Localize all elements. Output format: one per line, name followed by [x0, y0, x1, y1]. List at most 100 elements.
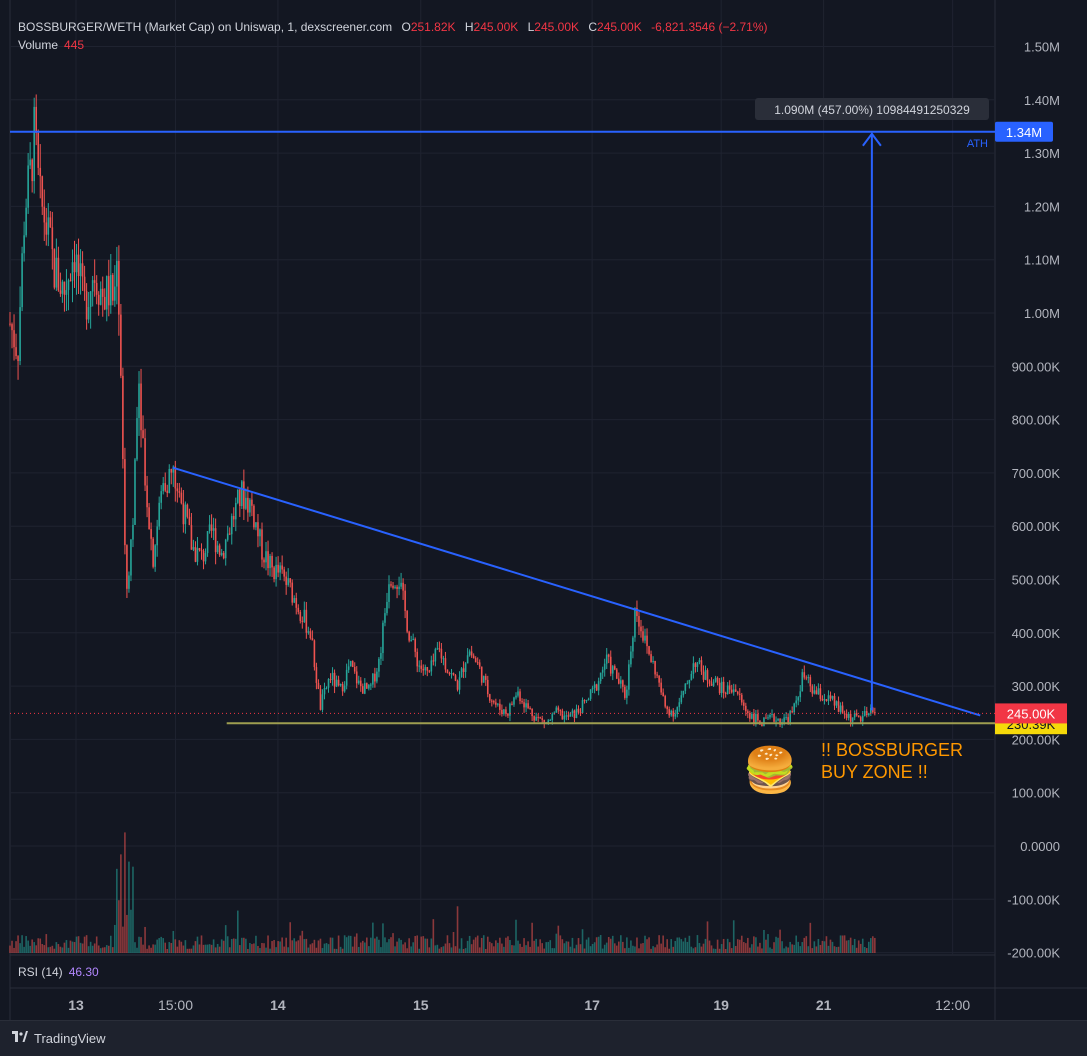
- volume-bar: [170, 942, 173, 953]
- candle-body: [366, 683, 368, 689]
- candle-body: [718, 682, 721, 694]
- rsi-legend[interactable]: RSI (14) 46.30: [18, 965, 99, 979]
- candle-body: [386, 601, 388, 614]
- volume-bar: [408, 938, 410, 953]
- candle-body: [355, 671, 358, 684]
- candle-body: [222, 552, 225, 559]
- candle-body: [319, 688, 322, 710]
- candle-body: [410, 640, 412, 642]
- volume-bar: [734, 945, 737, 953]
- candle-body: [537, 716, 539, 718]
- volume-bar: [184, 940, 187, 953]
- volume-bar: [654, 947, 656, 953]
- x-tick-label: 13: [68, 997, 84, 1013]
- footer-bar: TradingView: [0, 1020, 1087, 1056]
- volume-bar: [815, 946, 818, 953]
- volume-bar: [819, 944, 822, 953]
- volume-bar: [591, 943, 594, 953]
- volume-bar: [696, 935, 699, 953]
- volume-bar: [656, 944, 658, 953]
- volume-bar: [686, 941, 689, 953]
- candle-body: [751, 713, 753, 719]
- volume-bar: [370, 937, 372, 953]
- candle-body: [505, 709, 507, 714]
- volume-bar: [779, 929, 781, 953]
- volume-bar: [335, 948, 338, 953]
- volume-bar: [444, 943, 447, 953]
- candle-body: [769, 714, 771, 718]
- volume-bar: [448, 943, 451, 953]
- volume-bar: [589, 946, 592, 953]
- volume-bar: [497, 942, 499, 953]
- candle-body: [815, 690, 818, 695]
- candle-body: [789, 711, 791, 723]
- candle-body: [801, 672, 804, 692]
- volume-bar: [573, 948, 576, 953]
- candle-body: [35, 106, 38, 133]
- candle-body: [228, 533, 231, 535]
- candle-body: [747, 711, 749, 714]
- volume-bar: [841, 935, 844, 953]
- candle-body: [636, 607, 638, 617]
- candle-body: [234, 502, 237, 520]
- candle-body: [543, 719, 546, 724]
- volume-bar: [83, 936, 86, 953]
- candle-body: [45, 222, 48, 235]
- volume-bar: [620, 935, 622, 953]
- volume-bar: [93, 943, 96, 953]
- volume-bar: [132, 866, 134, 953]
- volume-bar: [567, 941, 570, 953]
- candle-body: [93, 280, 96, 283]
- candle-body: [742, 702, 745, 706]
- open-label: O: [401, 20, 411, 34]
- candle-body: [331, 672, 334, 680]
- candle-body: [37, 132, 40, 168]
- candle-body: [557, 707, 560, 711]
- candle-body: [734, 689, 737, 692]
- volume-bar: [91, 945, 94, 953]
- volume-bar: [454, 946, 457, 953]
- candle-body: [658, 675, 660, 683]
- candle-body: [841, 705, 844, 714]
- volume-bar: [152, 944, 154, 953]
- volume-bar: [474, 937, 477, 953]
- candle-body: [833, 695, 836, 706]
- candle-body: [432, 660, 435, 662]
- volume-bar: [732, 920, 735, 953]
- measure-label-box: [755, 98, 989, 120]
- volume-bar: [27, 940, 29, 953]
- volume-bar: [390, 937, 392, 953]
- candle-body: [861, 715, 864, 722]
- candle-body: [571, 710, 574, 714]
- candle-body: [305, 609, 308, 633]
- candle-body: [434, 649, 437, 662]
- volume-bar: [35, 945, 38, 953]
- volume-bar: [253, 943, 255, 953]
- volume-bar: [505, 937, 507, 953]
- candle-body: [831, 695, 834, 699]
- candle-body: [446, 669, 449, 674]
- candle-body: [630, 651, 632, 665]
- volume-bar: [230, 939, 233, 953]
- volume-bar: [712, 948, 715, 953]
- candle-body: [700, 660, 703, 672]
- volume-bar: [180, 941, 183, 953]
- candle-body: [847, 713, 850, 718]
- candle-body: [339, 683, 342, 686]
- y-tick-label: 1.30M: [1024, 146, 1060, 161]
- volume-bar: [424, 938, 427, 953]
- volume-bar: [301, 930, 304, 953]
- volume-bar: [775, 936, 777, 953]
- volume-bar: [61, 947, 64, 953]
- candle-body: [226, 533, 229, 540]
- candle-body: [652, 661, 654, 663]
- volume-bar: [517, 940, 519, 953]
- volume-bar: [861, 938, 864, 953]
- volume-bar: [466, 940, 469, 953]
- candle-body: [702, 671, 705, 680]
- volume-bar: [740, 935, 743, 953]
- candle-body: [628, 664, 630, 690]
- volume-bar: [297, 940, 300, 953]
- volume-bar: [49, 946, 52, 953]
